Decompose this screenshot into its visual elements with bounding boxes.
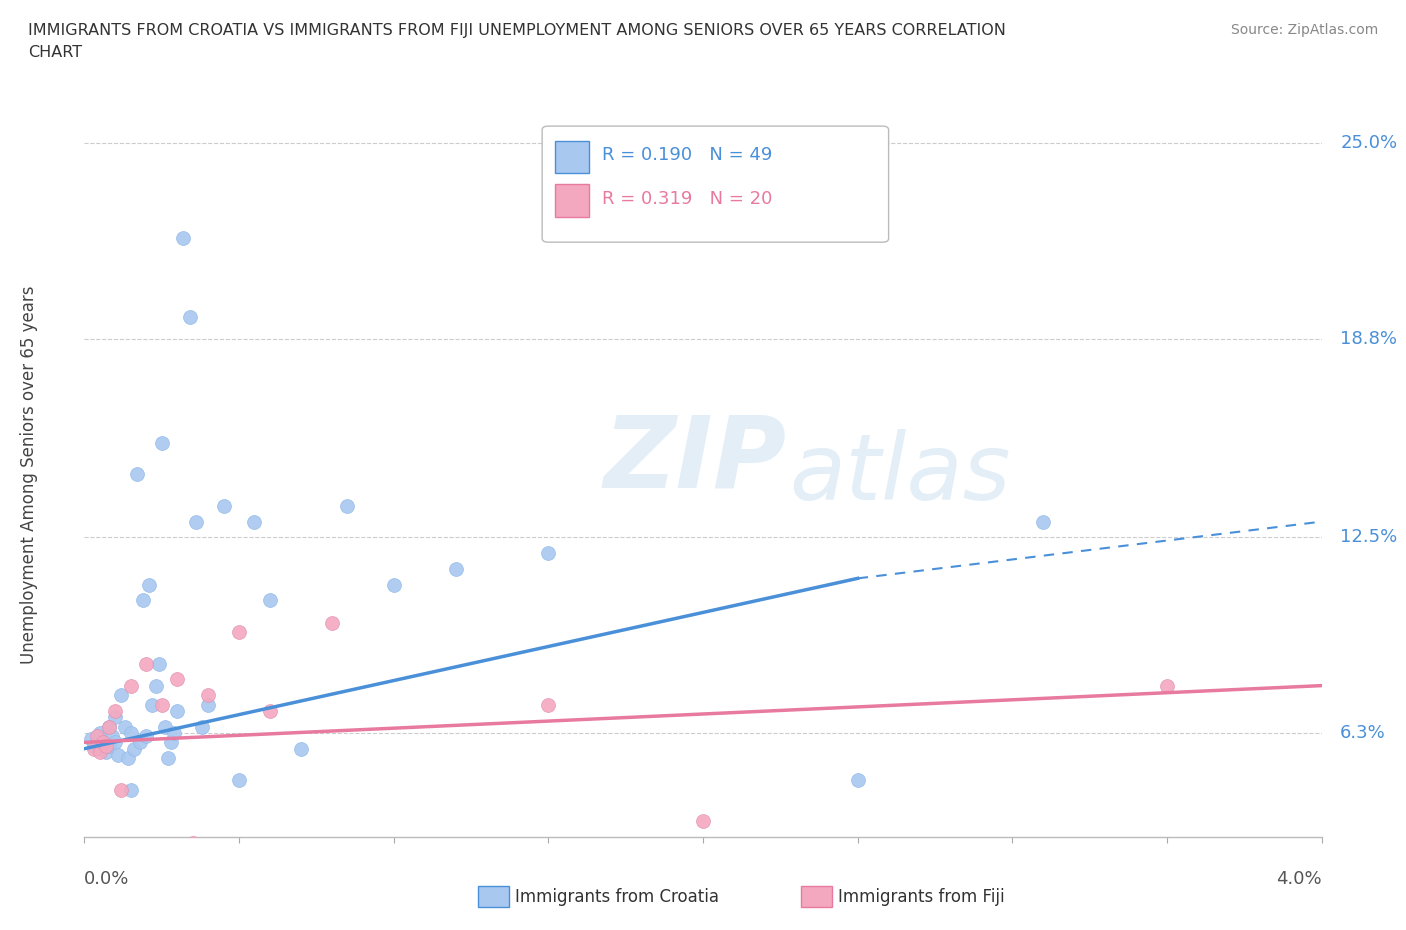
Point: [83, 741, 105, 756]
Point: [153, 719, 176, 734]
Point: [1032, 514, 1054, 529]
Point: [107, 748, 129, 763]
Point: [156, 751, 179, 765]
Point: [145, 678, 167, 693]
Point: [89, 741, 111, 756]
Point: [537, 546, 560, 561]
Point: [259, 593, 281, 608]
Point: [197, 687, 219, 702]
Point: [114, 719, 136, 734]
Point: [135, 728, 157, 743]
Point: [122, 741, 145, 756]
Point: [166, 671, 188, 686]
Text: 0.0%: 0.0%: [84, 870, 129, 887]
Point: [160, 735, 183, 750]
Point: [120, 678, 142, 693]
Point: [228, 625, 250, 640]
Point: [179, 309, 201, 324]
Point: [120, 782, 142, 797]
Point: [132, 593, 155, 608]
Point: [110, 782, 132, 797]
Point: [243, 514, 266, 529]
Text: 12.5%: 12.5%: [1340, 528, 1398, 547]
Point: [83, 738, 105, 753]
Text: 6.3%: 6.3%: [1340, 724, 1386, 742]
Point: [212, 498, 235, 513]
Text: 25.0%: 25.0%: [1340, 134, 1398, 153]
Point: [150, 435, 173, 450]
Point: [163, 725, 186, 740]
Text: R = 0.190   N = 49: R = 0.190 N = 49: [602, 146, 772, 164]
Point: [94, 744, 117, 759]
Point: [94, 738, 117, 753]
Text: Source: ZipAtlas.com: Source: ZipAtlas.com: [1230, 23, 1378, 37]
Point: [89, 725, 111, 740]
Point: [89, 744, 111, 759]
Text: 18.8%: 18.8%: [1340, 329, 1398, 348]
Text: R = 0.319   N = 20: R = 0.319 N = 20: [602, 190, 772, 207]
Text: Immigrants from Croatia: Immigrants from Croatia: [515, 887, 718, 906]
Point: [172, 231, 194, 246]
Text: CHART: CHART: [28, 45, 82, 60]
Point: [117, 751, 139, 765]
Point: [138, 578, 160, 592]
Point: [91, 735, 114, 750]
Point: [79, 732, 101, 747]
Point: [197, 698, 219, 712]
Text: ZIP: ZIP: [605, 411, 787, 509]
Point: [228, 773, 250, 788]
Point: [692, 814, 714, 829]
Point: [135, 656, 157, 671]
Text: 4.0%: 4.0%: [1277, 870, 1322, 887]
Point: [110, 687, 132, 702]
Point: [98, 719, 121, 734]
Text: IMMIGRANTS FROM CROATIA VS IMMIGRANTS FROM FIJI UNEMPLOYMENT AMONG SENIORS OVER : IMMIGRANTS FROM CROATIA VS IMMIGRANTS FR…: [28, 23, 1007, 38]
Point: [150, 698, 173, 712]
Text: Immigrants from Fiji: Immigrants from Fiji: [838, 887, 1005, 906]
Point: [104, 710, 127, 724]
Point: [846, 773, 869, 788]
Point: [141, 698, 163, 712]
Bar: [554, 184, 589, 217]
Point: [321, 615, 343, 630]
Point: [444, 562, 467, 577]
Point: [537, 698, 560, 712]
Point: [98, 738, 121, 753]
Point: [191, 719, 214, 734]
Point: [259, 703, 281, 718]
Point: [148, 656, 170, 671]
Point: [166, 703, 188, 718]
Text: Unemployment Among Seniors over 65 years: Unemployment Among Seniors over 65 years: [20, 286, 38, 663]
Point: [181, 836, 204, 851]
Point: [86, 735, 108, 750]
Point: [1156, 678, 1178, 693]
Point: [382, 578, 405, 592]
Text: atlas: atlas: [790, 430, 1011, 519]
Point: [129, 735, 152, 750]
Point: [91, 735, 114, 750]
Point: [98, 719, 121, 734]
Point: [184, 514, 207, 529]
Point: [125, 467, 148, 482]
Point: [336, 498, 359, 513]
Point: [290, 741, 312, 756]
Point: [104, 735, 127, 750]
Point: [104, 703, 127, 718]
FancyBboxPatch shape: [543, 126, 889, 242]
Point: [86, 728, 108, 743]
Point: [120, 725, 142, 740]
Bar: [554, 140, 589, 173]
Point: [101, 728, 124, 743]
